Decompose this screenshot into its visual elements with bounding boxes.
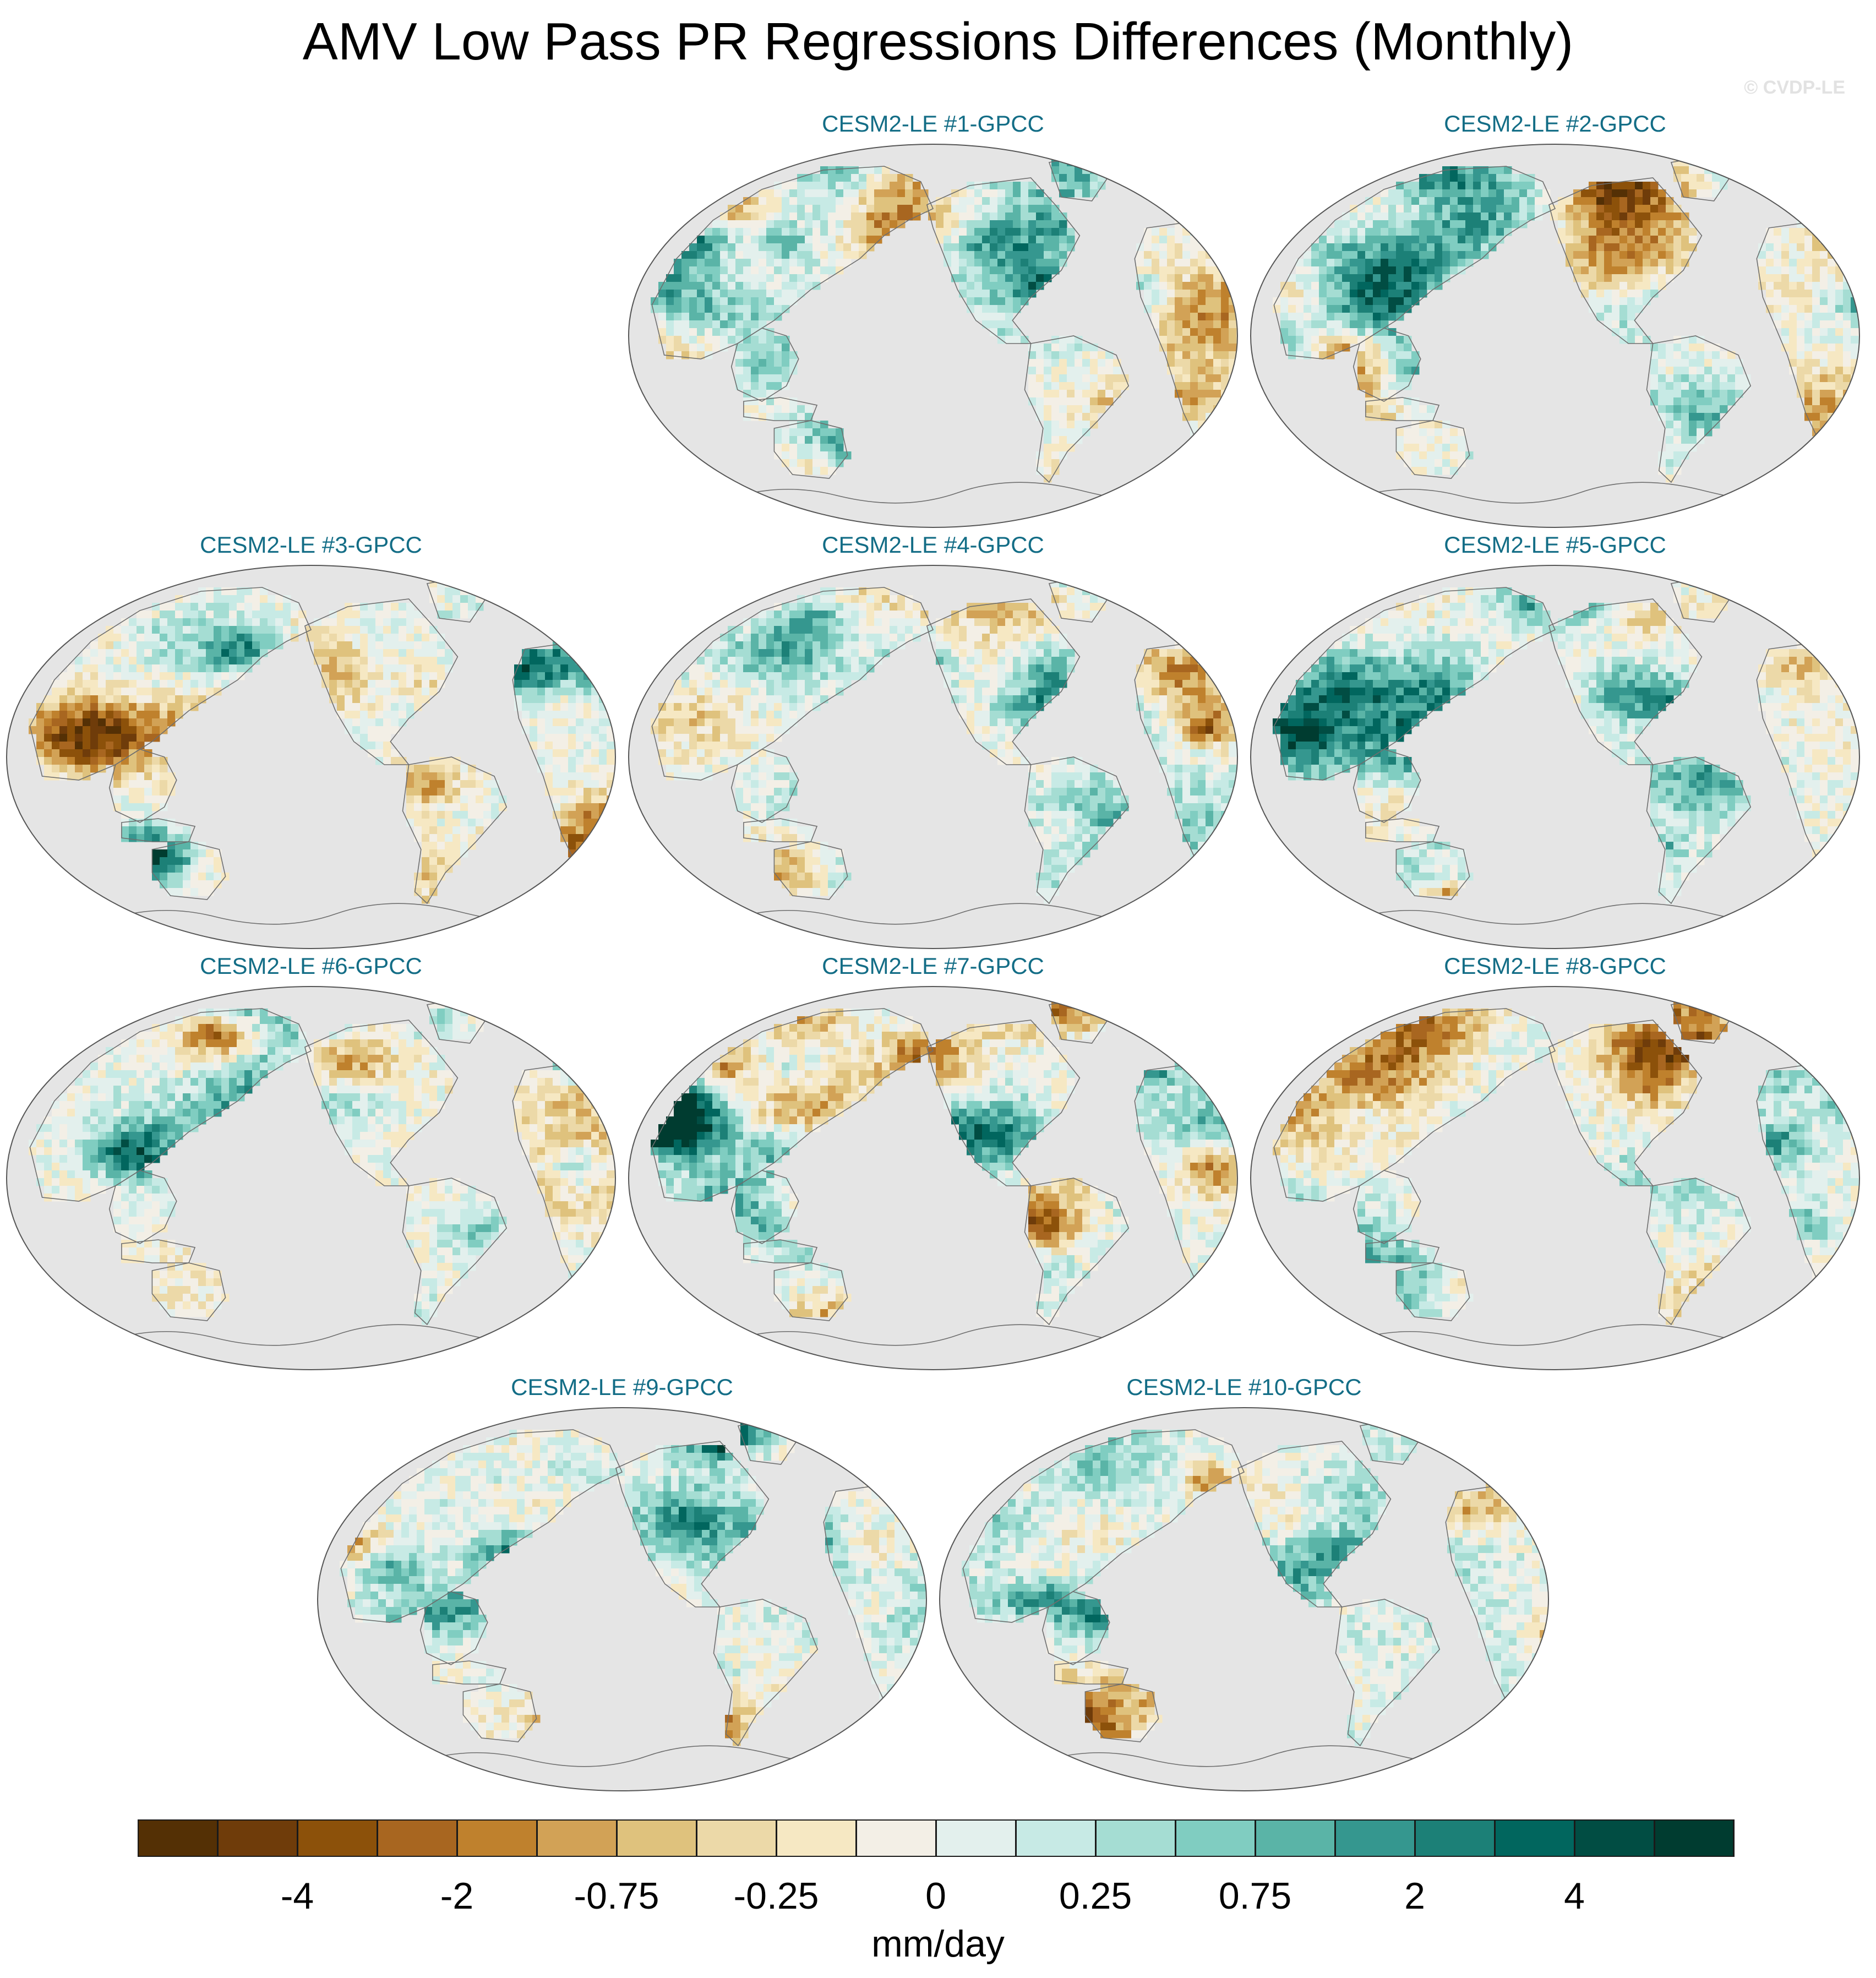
- panel-title: CESM2-LE #2-GPCC: [1444, 111, 1666, 137]
- colorbar-swatch: [696, 1819, 777, 1857]
- colorbar-swatch: [457, 1819, 537, 1857]
- colorbar-swatch: [1495, 1819, 1575, 1857]
- colorbar-tick-label: 4: [1564, 1875, 1585, 1917]
- colorbar-swatch: [1335, 1819, 1415, 1857]
- colorbar-tick-label: 0.25: [1059, 1875, 1132, 1917]
- precip-map: [6, 986, 616, 1370]
- map-panel: CESM2-LE #10-GPCC: [939, 1374, 1550, 1792]
- colorbar-swatch: [776, 1819, 857, 1857]
- map-panel: CESM2-LE #7-GPCC: [628, 952, 1239, 1371]
- colorbar-units: mm/day: [871, 1923, 1005, 1965]
- colorbar-swatch: [217, 1819, 298, 1857]
- colorbar-tick-label: 0: [925, 1875, 946, 1917]
- colorbar-swatch: [617, 1819, 697, 1857]
- colorbar-swatch: [297, 1819, 378, 1857]
- watermark: © CVDP-LE: [1744, 77, 1845, 98]
- panel-title: CESM2-LE #6-GPCC: [200, 953, 422, 979]
- map-panel: CESM2-LE #9-GPCC: [317, 1374, 928, 1792]
- panel-title: CESM2-LE #10-GPCC: [1126, 1374, 1362, 1400]
- precip-map: [628, 565, 1238, 949]
- precip-map: [628, 144, 1238, 528]
- map-panel: CESM2-LE #8-GPCC: [1250, 952, 1861, 1371]
- map-panel: CESM2-LE #6-GPCC: [6, 952, 617, 1371]
- panel-title: CESM2-LE #7-GPCC: [822, 953, 1044, 979]
- panel-title: CESM2-LE #9-GPCC: [511, 1374, 733, 1400]
- colorbar-swatch: [1654, 1819, 1735, 1857]
- colorbar-tick-label: 0.75: [1218, 1875, 1292, 1917]
- map-panel: CESM2-LE #5-GPCC: [1250, 531, 1861, 950]
- colorbar-swatch: [1175, 1819, 1256, 1857]
- panel-title: CESM2-LE #5-GPCC: [1444, 532, 1666, 558]
- colorbar-swatch: [377, 1819, 457, 1857]
- colorbar-swatch: [856, 1819, 936, 1857]
- panel-title: CESM2-LE #1-GPCC: [822, 111, 1044, 137]
- precip-map: [1250, 565, 1860, 949]
- colorbar-swatch: [1095, 1819, 1176, 1857]
- colorbar-swatch: [1415, 1819, 1495, 1857]
- page-title: AMV Low Pass PR Regressions Differences …: [302, 12, 1574, 71]
- colorbar-swatch: [936, 1819, 1016, 1857]
- colorbar-tick-label: -0.25: [733, 1875, 819, 1917]
- precip-map: [1250, 986, 1860, 1370]
- colorbar-tick-label: -4: [280, 1875, 314, 1917]
- colorbar-swatch: [1574, 1819, 1655, 1857]
- map-panel: CESM2-LE #3-GPCC: [6, 531, 617, 950]
- map-panel: CESM2-LE #4-GPCC: [628, 531, 1239, 950]
- colorbar-tick-label: -0.75: [574, 1875, 659, 1917]
- colorbar-swatch: [138, 1819, 218, 1857]
- colorbar: [138, 1819, 1735, 1857]
- map-panel: CESM2-LE #1-GPCC: [628, 110, 1239, 528]
- panel-title: CESM2-LE #3-GPCC: [200, 532, 422, 558]
- precip-map: [6, 565, 616, 949]
- precip-map: [317, 1407, 927, 1791]
- precip-map: [1250, 144, 1860, 528]
- colorbar-swatch: [1016, 1819, 1096, 1857]
- precip-map: [939, 1407, 1549, 1791]
- panel-title: CESM2-LE #8-GPCC: [1444, 953, 1666, 979]
- colorbar-swatch: [537, 1819, 617, 1857]
- precip-map: [628, 986, 1238, 1370]
- colorbar-tick-label: 2: [1404, 1875, 1425, 1917]
- colorbar-swatch: [1255, 1819, 1335, 1857]
- colorbar-tick-label: -2: [440, 1875, 474, 1917]
- panel-title: CESM2-LE #4-GPCC: [822, 532, 1044, 558]
- map-panel: CESM2-LE #2-GPCC: [1250, 110, 1861, 528]
